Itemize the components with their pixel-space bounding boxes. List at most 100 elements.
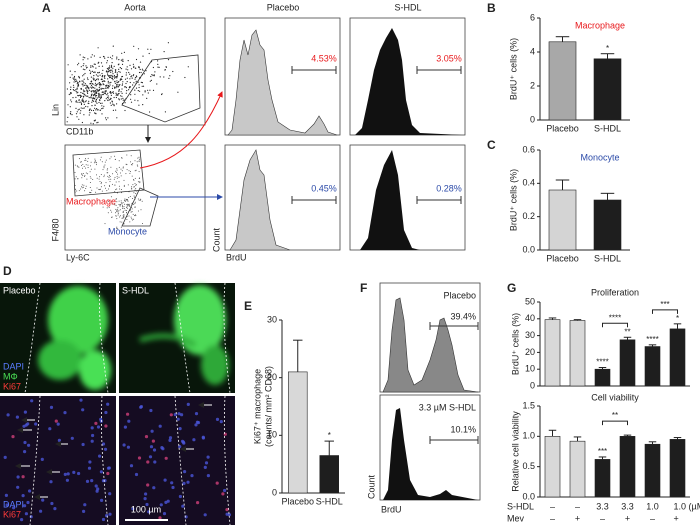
dot [115,92,117,94]
dot [89,191,91,193]
histogram [382,297,479,393]
dot [109,65,111,67]
dot [82,65,84,67]
nucleus [15,415,19,419]
dot [118,59,120,61]
dot [115,189,117,191]
dot [99,159,101,161]
dot [106,169,108,171]
dot [73,75,76,78]
dot [113,203,115,205]
dot [164,111,166,113]
dot [112,173,114,175]
dot [136,164,138,166]
dot [88,109,90,112]
dot [130,75,133,77]
dot [135,58,138,61]
dot [92,123,94,125]
nucleus [126,412,130,416]
y-tick-label: 40 [525,313,535,323]
dot [134,201,136,203]
dot [84,190,86,192]
dot [104,75,106,77]
x-tick-label: S-HDL [594,253,621,263]
nucleus [206,455,210,459]
dot [81,174,83,176]
dot [132,63,134,65]
bar [594,459,611,498]
dot [98,178,100,180]
nucleus [72,470,76,474]
y-tick-label: 0 [272,487,277,497]
dot [105,90,107,93]
dot [108,206,110,208]
dot [75,78,77,80]
dot [96,97,98,99]
nucleus [90,439,94,443]
nucleus [28,489,32,493]
dot [95,113,97,115]
dot [126,205,128,207]
dot [118,81,120,83]
dot [106,73,109,75]
dot [94,104,96,106]
nucleus [223,488,227,493]
dot [92,179,94,180]
dot [133,218,135,220]
dot [119,216,121,218]
dot [71,114,73,116]
dot [93,90,95,92]
dot [100,96,102,98]
dot [141,85,143,87]
dot [116,80,118,82]
dot [144,91,146,93]
nucleus [108,492,112,496]
dot [92,97,94,99]
nucleus [29,515,33,519]
dot [73,77,75,79]
dot [114,80,116,82]
dot [104,100,106,102]
dot [127,199,128,200]
dot [75,90,77,93]
dot [99,88,101,90]
nucleus [104,424,108,428]
dot [109,77,111,79]
gate-label: Macrophage [66,196,116,206]
nucleus [134,472,139,477]
dot [132,184,134,186]
dot [184,76,186,79]
dot [98,101,100,104]
y-tick-label: 0.0 [522,491,535,501]
dot [80,88,83,90]
dot [128,215,130,217]
percent-label: 10.1% [450,424,476,434]
nucleus [65,478,69,482]
dot [116,175,118,177]
y-axis-label: BrdU⁺ cells (%) [508,169,518,231]
dot [106,207,108,209]
dot [126,169,128,171]
dot [104,223,106,225]
dot [125,68,127,70]
nucleus [88,460,92,464]
dot [139,177,141,179]
nucleus [190,474,194,478]
y-axis-label: BrdU⁺ cells (%) [508,38,518,100]
dot [108,75,110,77]
dot [81,173,83,175]
dot [94,82,97,84]
dot [91,189,93,191]
nucleus [225,508,229,512]
dot [123,206,125,208]
dot [82,163,84,165]
dot [138,66,140,68]
nucleus [16,485,20,489]
dot [109,75,111,77]
dot [130,68,133,70]
dot [78,108,80,110]
dot [110,196,112,198]
gate [429,322,479,330]
nucleus [123,425,127,429]
dot [120,226,122,228]
